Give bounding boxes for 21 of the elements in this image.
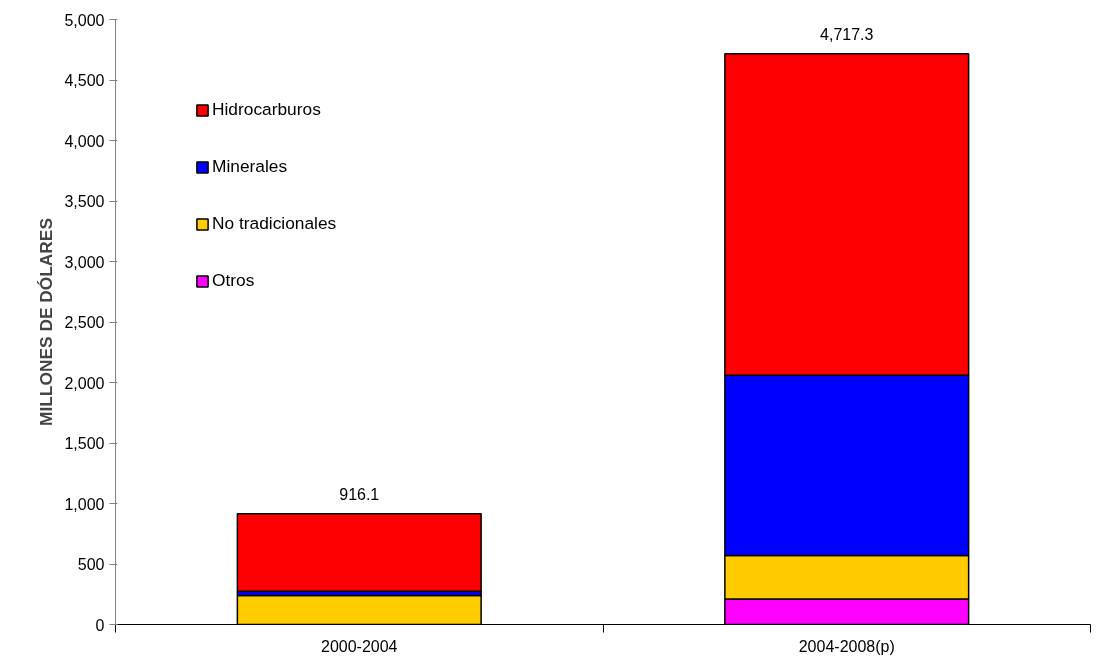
- y-axis-title: MILLONES DE DÓLARES: [36, 218, 57, 426]
- legend-label: Hidrocarburos: [212, 99, 321, 120]
- y-tick-label: 1,000: [64, 495, 105, 513]
- total-label: 4,717.3: [820, 25, 874, 43]
- legend-label: Otros: [212, 270, 255, 291]
- y-tick-label: 3,500: [64, 193, 105, 210]
- y-tick-label: 3,000: [64, 253, 105, 271]
- legend-label: No tradicionales: [212, 213, 337, 234]
- y-tick-label: 500: [77, 556, 105, 573]
- bar: [236, 512, 482, 592]
- y-tick-label: 4,500: [64, 72, 105, 89]
- y-tick-label: 5,000: [64, 11, 105, 29]
- y-tick-label: 4,000: [64, 132, 105, 150]
- y-tick-label: 2,000: [64, 374, 105, 392]
- x-tick-label: 2000-2004: [320, 637, 398, 655]
- y-tick-label: 2,500: [64, 314, 105, 331]
- legend-label: Minerales: [212, 156, 288, 177]
- y-tick-label: 1,500: [64, 435, 105, 452]
- total-label: 916.1: [339, 485, 380, 503]
- y-tick-label: 0: [95, 616, 105, 634]
- x-tick-label: 2004-2008(p): [798, 637, 895, 655]
